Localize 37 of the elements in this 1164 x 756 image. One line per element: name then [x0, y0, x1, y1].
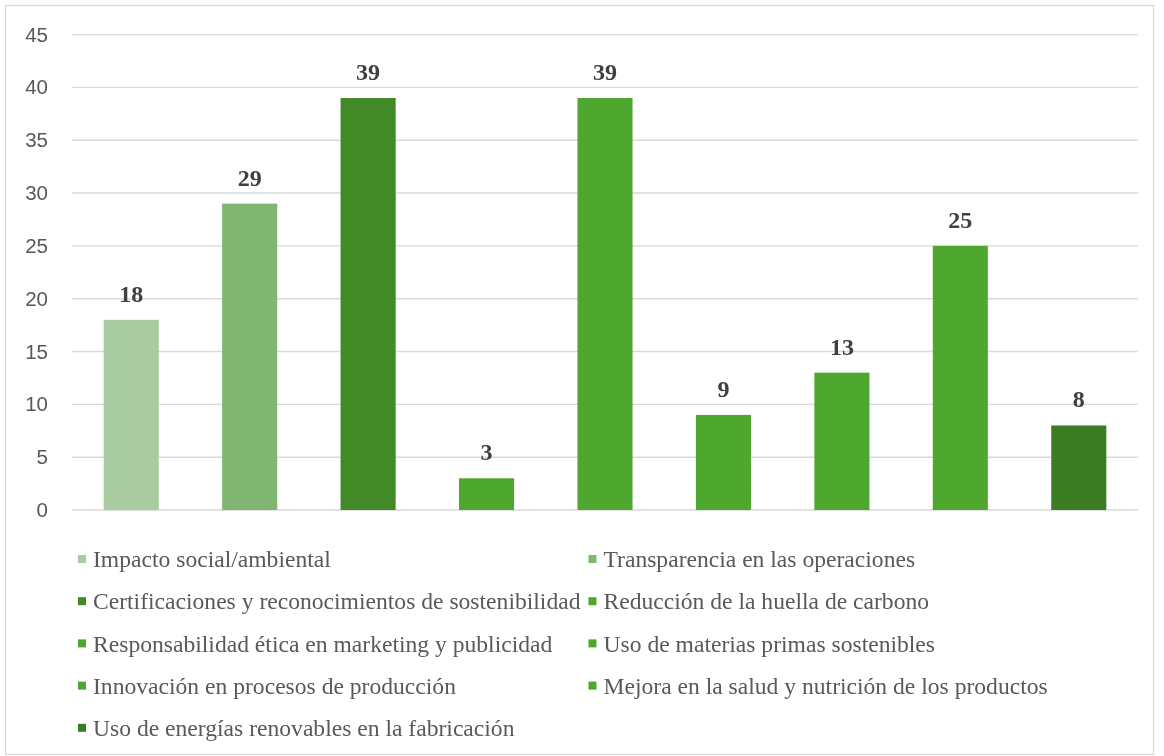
y-tick-label: 35 — [25, 128, 48, 152]
y-tick-label: 15 — [25, 339, 48, 363]
bar — [1051, 425, 1107, 510]
data-label: 13 — [829, 333, 854, 360]
y-tick-label: 5 — [36, 445, 48, 469]
bar — [103, 319, 159, 510]
bar — [695, 414, 751, 510]
data-label: 8 — [1072, 386, 1085, 413]
data-label: 25 — [948, 206, 973, 233]
y-tick-label: 0 — [36, 498, 48, 522]
y-tick-label: 10 — [25, 392, 48, 416]
legend-label: Uso de energías renovables en la fabricación — [93, 715, 515, 742]
data-label: 3 — [480, 439, 493, 466]
legend-label: Certificaciones y reconocimientos de sostenibilidad — [93, 588, 581, 615]
y-tick-label: 40 — [25, 75, 48, 99]
bar — [577, 97, 633, 510]
bar — [340, 97, 396, 510]
legend-label: Impacto social/ambiental — [93, 546, 332, 573]
bar — [459, 478, 515, 510]
legend-label: Uso de materias primas sostenibles — [603, 630, 936, 657]
data-label: 18 — [119, 280, 144, 307]
legend-label: Reducción de la huella de carbono — [603, 588, 930, 615]
legend-label: Transparencia en las operaciones — [603, 546, 916, 573]
bar — [814, 372, 870, 510]
bar — [932, 245, 988, 510]
data-label: 39 — [356, 58, 381, 85]
y-tick-label: 45 — [25, 22, 48, 46]
y-tick-label: 30 — [25, 181, 48, 205]
data-label: 29 — [237, 164, 262, 191]
data-label: 9 — [717, 375, 730, 402]
legend-label: Responsabilidad ética en marketing y publicidad — [93, 630, 553, 657]
y-tick-label: 25 — [25, 233, 48, 257]
legend-label: Innovación en procesos de producción — [93, 672, 457, 699]
bar — [222, 203, 278, 510]
y-tick-label: 20 — [25, 286, 48, 310]
legend-label: Mejora en la salud y nutrición de los productos — [603, 672, 1048, 699]
data-label: 39 — [593, 58, 617, 85]
